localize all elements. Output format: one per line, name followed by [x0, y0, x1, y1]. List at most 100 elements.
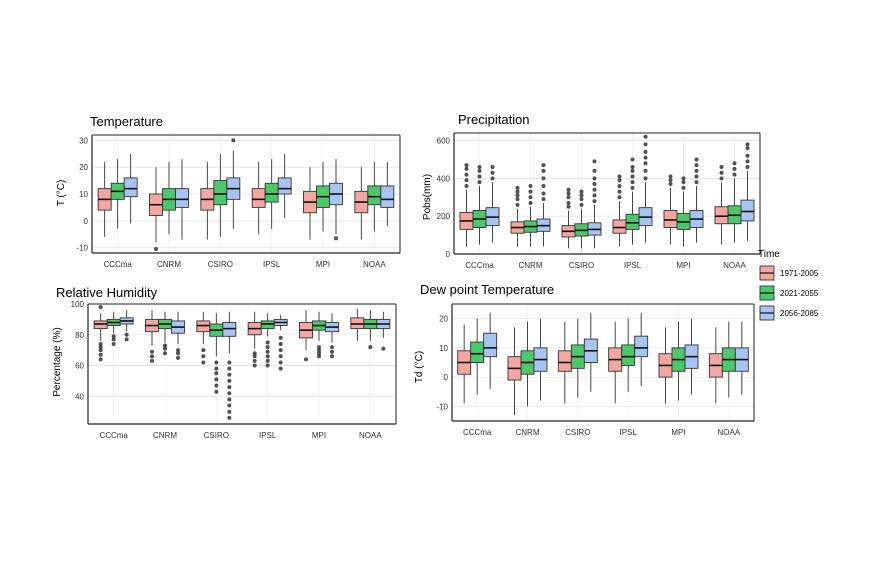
temperature-csiro-2056-2085-outlier-0: [231, 138, 236, 143]
relative-humidity-csiro-2056-2085-outlier-4: [227, 391, 232, 396]
temperature-x-tick-mpi: MPI: [316, 260, 330, 269]
relative-humidity-ipsl-2056-2085-outlier-3: [278, 348, 283, 353]
precipitation-csiro-2056-2085-outlier-2: [592, 187, 597, 192]
legend-title: Time: [758, 249, 780, 260]
precipitation-mpi-2021-2055-outlier-1: [681, 180, 686, 185]
relative-humidity-csiro-2021-2055-outlier-4: [214, 366, 219, 371]
dew-point-temperature-y-tick-2: 10: [439, 344, 448, 353]
precipitation-y-tick-2: 400: [437, 174, 451, 183]
relative-humidity-csiro-2056-2085-outlier-8: [227, 366, 232, 371]
precipitation-cnrm-1971-2005-outlier-2: [515, 193, 520, 198]
relative-humidity-y-tick-3: 100: [71, 300, 85, 309]
relative-humidity-ipsl-1971-2005-outlier-1: [252, 358, 257, 363]
precipitation-csiro-2021-2055-outlier-2: [579, 193, 584, 198]
precipitation-plot: 0 200 400 600 CCCma CNRM CSIRO IPSL MPI NOAA: [437, 132, 761, 270]
precipitation-noaa-2056-2085-outlier-3: [745, 146, 750, 151]
relative-humidity-csiro-2056-2085-outlier-0: [227, 415, 232, 420]
temperature-x-tick-cccma: CCCma: [103, 260, 132, 269]
legend-label-1971-2005: 1971-2005: [780, 269, 819, 278]
relative-humidity-cnrm-1971-2005-outlier-0: [150, 358, 154, 363]
precipitation-ipsl-1971-2005-outlier-4: [617, 174, 622, 179]
temperature-cccma-2056-2085-box: [123, 177, 138, 198]
relative-humidity-cccma-1971-2005-outlier-5: [98, 305, 103, 310]
dew-point-temperature-ipsl-2056-2085-box: [634, 335, 649, 358]
relative-humidity-plot-area: [88, 304, 396, 424]
relative-humidity-mpi-2021-2055-outlier-2: [317, 348, 321, 353]
dew-point-temperature-x-tick-cccma: CCCma: [463, 428, 492, 437]
precipitation-ipsl-2056-2085-outlier-4: [643, 149, 648, 154]
precipitation-y-tick-3: 600: [437, 137, 451, 146]
dew-point-temperature-ipsl-2021-2055-box: [621, 344, 636, 366]
relative-humidity-x-tick-cnrm: CNRM: [153, 431, 177, 440]
precipitation-y-tick-1: 200: [437, 212, 451, 221]
temperature-y-tick-2: 10: [79, 190, 88, 199]
precipitation-csiro-1971-2005-outlier-0: [566, 204, 571, 209]
precipitation-cccma-1971-2005-outlier-4: [464, 163, 469, 168]
precipitation-noaa-1971-2005-outlier-2: [719, 165, 724, 170]
relative-humidity-cccma-2021-2055-outlier-0: [111, 342, 116, 346]
dew-point-temperature-cccma-2021-2055-box: [470, 341, 485, 363]
precipitation-noaa-1971-2005-outlier-0: [719, 176, 724, 181]
precipitation-title: Precipitation: [458, 112, 530, 127]
relative-humidity-x-tick-noaa: NOAA: [359, 431, 382, 440]
relative-humidity-y-tick-1: 60: [75, 362, 84, 371]
precipitation-x-tick-cccma: CCCma: [465, 261, 494, 270]
precipitation-cnrm-2021-2055-outlier-1: [528, 195, 533, 200]
dew-point-temperature-y-tick-1: 0: [444, 373, 449, 382]
precipitation-mpi-2021-2055-outlier-0: [681, 185, 686, 190]
precipitation-csiro-1971-2005-outlier-3: [566, 191, 571, 196]
precipitation-cnrm-1971-2005-outlier-3: [515, 189, 520, 194]
relative-humidity-cccma-2021-2055-outlier-1: [111, 337, 116, 342]
precipitation-ipsl-2056-2085-outlier-0: [643, 176, 648, 181]
relative-humidity-ipsl-2056-2085-outlier-1: [278, 360, 283, 365]
temperature-x-tick-ipsl: IPSL: [263, 260, 281, 269]
relative-humidity-mpi-2021-2055-outlier-3: [317, 345, 321, 350]
temperature-y-tick-0: -10: [76, 244, 88, 253]
relative-humidity-cccma-2056-2085-outlier-0: [124, 337, 129, 342]
temperature-plot: -10 0 10 20 30 CCCma CNRM CSIRO IPSL MPI NOAA: [76, 134, 401, 269]
precipitation-csiro-2056-2085-outlier-0: [592, 199, 597, 204]
relative-humidity-ipsl-2021-2055-outlier-5: [265, 340, 270, 345]
relative-humidity-cccma-1971-2005-outlier-1: [98, 352, 103, 357]
relative-humidity-mpi-2056-2085-outlier-2: [330, 345, 334, 350]
dew-point-plot-area: [452, 304, 754, 421]
precipitation-x-tick-cnrm: CNRM: [519, 261, 543, 270]
precipitation-y-label: Pobs(mm): [422, 174, 433, 220]
relative-humidity-x-tick-csiro: CSIRO: [204, 431, 229, 440]
precipitation-ipsl-2056-2085-outlier-2: [643, 161, 648, 166]
relative-humidity-mpi-2056-2085-outlier-1: [330, 349, 334, 354]
relative-humidity-csiro-2056-2085-outlier-2: [227, 403, 232, 408]
precipitation-cccma-2021-2055-outlier-3: [477, 165, 482, 170]
precipitation-csiro-2056-2085-outlier-5: [592, 168, 597, 173]
precipitation-noaa-1971-2005-box: [714, 206, 729, 225]
relative-humidity-cnrm-2021-2055-outlier-2: [163, 343, 167, 348]
precipitation-csiro-2021-2055-outlier-0: [579, 202, 584, 207]
precipitation-ipsl-1971-2005-outlier-1: [617, 189, 622, 194]
precipitation-cccma-1971-2005-outlier-0: [464, 183, 469, 188]
relative-humidity-ipsl-2021-2055-outlier-2: [265, 354, 270, 359]
dew-point-temperature-x-tick-csiro: CSIRO: [565, 428, 590, 437]
relative-humidity-csiro-1971-2005-outlier-1: [201, 354, 206, 359]
precipitation-cccma-1971-2005-outlier-2: [464, 172, 469, 177]
precipitation-csiro-2021-2055-outlier-1: [579, 197, 584, 202]
relative-humidity-cccma-1971-2005-outlier-4: [98, 342, 103, 346]
relative-humidity-y-label: Percentage (%): [52, 327, 63, 396]
precipitation-ipsl-2056-2085-outlier-6: [643, 134, 648, 139]
precipitation-cccma-2056-2085-outlier-0: [490, 176, 495, 181]
precipitation-mpi-2056-2085-outlier-3: [694, 163, 699, 168]
temperature-cnrm-2056-2085-box: [175, 188, 189, 208]
precipitation-ipsl-2021-2055-outlier-1: [630, 180, 635, 185]
precipitation-csiro-2056-2085-outlier-3: [592, 182, 597, 187]
relative-humidity-plot: 40 60 80 100 CCCma CNRM CSIRO IPSL MPI NOAA: [71, 300, 397, 440]
temperature-y-tick-1: 0: [84, 217, 89, 226]
temperature-y-tick-4: 30: [79, 136, 88, 145]
temperature-x-tick-noaa: NOAA: [363, 260, 386, 269]
precipitation-mpi-2056-2085-outlier-1: [694, 174, 699, 179]
temperature-ipsl-1971-2005-box: [251, 188, 266, 208]
dew-point-temperature-x-tick-noaa: NOAA: [717, 428, 740, 437]
precipitation-cnrm-2056-2085-outlier-3: [541, 176, 546, 181]
temperature-x-tick-cnrm: CNRM: [157, 260, 181, 269]
precipitation-noaa-2021-2055-outlier-0: [732, 172, 737, 177]
relative-humidity-cccma-1971-2005-outlier-3: [98, 345, 103, 350]
